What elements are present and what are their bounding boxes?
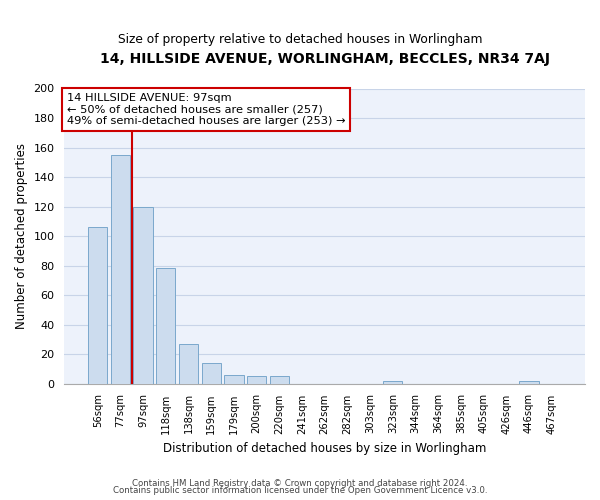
Bar <box>111 155 130 384</box>
Text: 14 HILLSIDE AVENUE: 97sqm
← 50% of detached houses are smaller (257)
49% of semi: 14 HILLSIDE AVENUE: 97sqm ← 50% of detac… <box>67 93 346 126</box>
Bar <box>202 363 221 384</box>
Bar <box>269 376 289 384</box>
X-axis label: Distribution of detached houses by size in Worlingham: Distribution of detached houses by size … <box>163 442 487 455</box>
Bar <box>520 380 539 384</box>
Bar <box>156 268 175 384</box>
Text: Size of property relative to detached houses in Worlingham: Size of property relative to detached ho… <box>118 32 482 46</box>
Bar <box>224 374 244 384</box>
Bar <box>133 206 153 384</box>
Y-axis label: Number of detached properties: Number of detached properties <box>15 143 28 329</box>
Title: 14, HILLSIDE AVENUE, WORLINGHAM, BECCLES, NR34 7AJ: 14, HILLSIDE AVENUE, WORLINGHAM, BECCLES… <box>100 52 550 66</box>
Text: Contains public sector information licensed under the Open Government Licence v3: Contains public sector information licen… <box>113 486 487 495</box>
Bar <box>88 227 107 384</box>
Bar <box>179 344 198 384</box>
Bar <box>247 376 266 384</box>
Bar <box>383 380 403 384</box>
Text: Contains HM Land Registry data © Crown copyright and database right 2024.: Contains HM Land Registry data © Crown c… <box>132 478 468 488</box>
